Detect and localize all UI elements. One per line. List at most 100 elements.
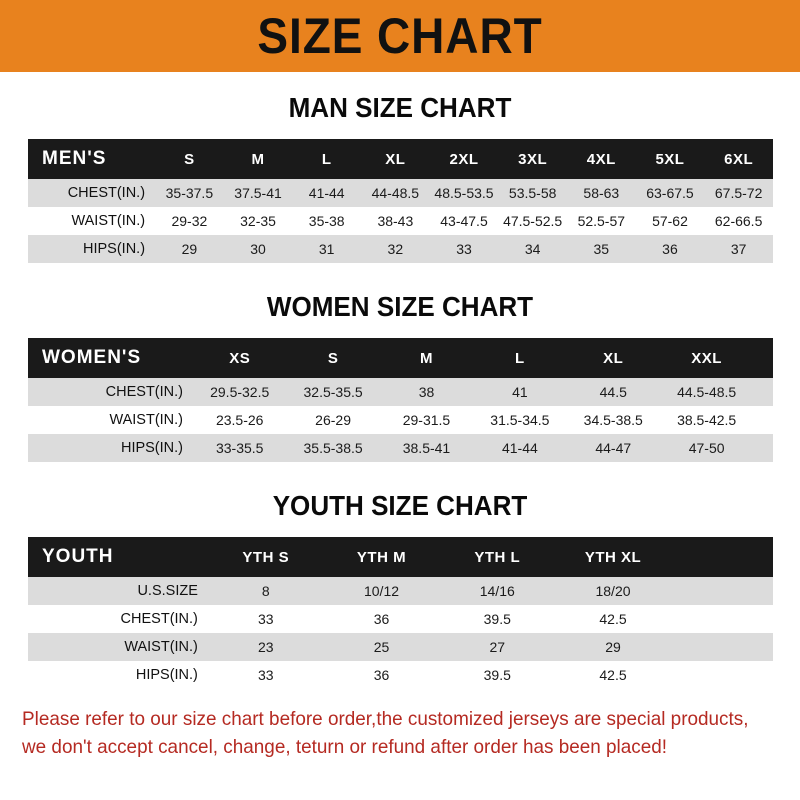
women-size-section: WOMEN SIZE CHART WOMEN'S XS S M L XL XXL CHES… [0, 293, 800, 462]
women-cell: 33-35.5 [193, 434, 287, 462]
men-cell: 62-66.5 [704, 207, 773, 235]
women-cell: 29.5-32.5 [193, 378, 287, 406]
women-cell-filler [753, 406, 773, 434]
women-cell-filler [753, 378, 773, 406]
youth-header-filler [670, 537, 773, 577]
footer-notice-line-2: we don't accept cancel, change, teturn o… [22, 736, 668, 759]
women-size-table: WOMEN'S XS S M L XL XXL CHEST(IN.) 29.5-32.5 32… [28, 338, 773, 462]
men-table-head: MEN'S S M L XL 2XL 3XL 4XL 5XL 6XL [28, 139, 773, 179]
women-cell: 23.5-26 [193, 406, 287, 434]
youth-row-label: HIPS(IN.) [28, 661, 208, 689]
men-cell: 35-37.5 [155, 179, 224, 207]
men-cell: 33 [429, 235, 499, 263]
youth-size-header-yth-xl: YTH XL [555, 537, 671, 577]
women-cell-filler [753, 434, 773, 462]
men-cell: 47.5-52.5 [498, 207, 567, 235]
women-cell: 31.5-34.5 [473, 406, 567, 434]
youth-cell: 25 [323, 633, 440, 661]
page-banner: SIZE CHART [0, 0, 800, 72]
youth-row-label: WAIST(IN.) [28, 633, 208, 661]
men-size-header-6xl: 6XL [704, 139, 773, 179]
youth-cell: 18/20 [555, 577, 671, 605]
youth-cell-filler [670, 605, 773, 633]
men-cell: 44-48.5 [361, 179, 430, 207]
women-cell: 41-44 [473, 434, 567, 462]
youth-cell: 23 [207, 633, 324, 661]
men-cell: 30 [223, 235, 293, 263]
women-table-head: WOMEN'S XS S M L XL XXL [28, 338, 773, 378]
men-size-header-3xl: 3XL [498, 139, 567, 179]
men-cell: 38-43 [361, 207, 430, 235]
men-cell: 32-35 [223, 207, 293, 235]
men-cell: 37 [704, 235, 773, 263]
women-cell: 47-50 [659, 434, 754, 462]
women-cell: 44.5 [566, 378, 660, 406]
women-cell: 44-47 [566, 434, 660, 462]
women-section-title: WOMEN SIZE CHART [266, 291, 534, 322]
youth-size-header-yth-m: YTH M [323, 537, 440, 577]
men-cell: 58-63 [566, 179, 636, 207]
men-row-label: CHEST(IN.) [28, 179, 156, 207]
youth-cell: 39.5 [439, 605, 556, 633]
youth-cell-filler [670, 577, 773, 605]
women-cell: 38.5-41 [379, 434, 474, 462]
women-size-header-xxl: XXL [659, 338, 754, 378]
women-cell: 35.5-38.5 [286, 434, 380, 462]
men-size-header-2xl: 2XL [429, 139, 499, 179]
women-size-header-m: M [379, 338, 474, 378]
women-table-row: CHEST(IN.) 29.5-32.5 32.5-35.5 38 41 44.5 44.5… [28, 378, 773, 406]
women-row-label: WAIST(IN.) [28, 406, 193, 434]
youth-row-label: CHEST(IN.) [28, 605, 208, 633]
men-cell: 29-32 [155, 207, 224, 235]
women-header-filler [753, 338, 773, 378]
men-size-header-l: L [292, 139, 362, 179]
women-cell: 32.5-35.5 [286, 378, 380, 406]
youth-section-title: YOUTH SIZE CHART [272, 490, 528, 521]
men-size-header-4xl: 4XL [566, 139, 636, 179]
women-cell: 29-31.5 [379, 406, 474, 434]
women-cell: 26-29 [286, 406, 380, 434]
youth-cell: 36 [323, 661, 440, 689]
men-section-title: MAN SIZE CHART [288, 92, 512, 123]
men-header-row: MEN'S S M L XL 2XL 3XL 4XL 5XL 6XL [28, 139, 773, 179]
women-row-header-label: WOMEN'S [28, 338, 193, 378]
youth-table-row: HIPS(IN.) 33 36 39.5 42.5 [28, 661, 773, 689]
youth-cell: 36 [323, 605, 440, 633]
men-row-header-label: MEN'S [28, 139, 156, 179]
men-cell: 48.5-53.5 [429, 179, 499, 207]
men-size-header-xl: XL [361, 139, 430, 179]
youth-cell: 39.5 [439, 661, 556, 689]
youth-row-header-label: YOUTH [28, 537, 208, 577]
men-cell: 29 [155, 235, 224, 263]
youth-cell-filler [670, 633, 773, 661]
men-table-body: CHEST(IN.) 35-37.5 37.5-41 41-44 44-48.5 48.5… [28, 179, 773, 263]
men-cell: 53.5-58 [498, 179, 567, 207]
youth-cell: 42.5 [555, 605, 671, 633]
youth-cell: 10/12 [323, 577, 440, 605]
youth-size-header-yth-s: YTH S [207, 537, 324, 577]
women-table-row: WAIST(IN.) 23.5-26 26-29 29-31.5 31.5-34.5 34… [28, 406, 773, 434]
women-size-header-xl: XL [566, 338, 660, 378]
men-cell: 67.5-72 [704, 179, 773, 207]
youth-table-row: U.S.SIZE 8 10/12 14/16 18/20 [28, 577, 773, 605]
youth-cell: 14/16 [439, 577, 556, 605]
youth-size-section: YOUTH SIZE CHART YOUTH YTH S YTH M YTH L YT… [0, 492, 800, 689]
men-cell: 35 [566, 235, 636, 263]
men-row-label: HIPS(IN.) [28, 235, 156, 263]
men-cell: 63-67.5 [635, 179, 705, 207]
youth-cell: 29 [555, 633, 671, 661]
youth-cell: 27 [439, 633, 556, 661]
youth-cell: 8 [207, 577, 324, 605]
men-cell: 35-38 [292, 207, 362, 235]
youth-size-table: YOUTH YTH S YTH M YTH L YTH XL U.S.SIZE 8 10/… [28, 537, 773, 689]
men-cell: 57-62 [635, 207, 705, 235]
youth-cell: 33 [207, 661, 324, 689]
women-size-header-s: S [286, 338, 380, 378]
youth-size-header-yth-l: YTH L [439, 537, 556, 577]
footer-notice: Please refer to our size chart before or… [0, 705, 800, 762]
women-header-row: WOMEN'S XS S M L XL XXL [28, 338, 773, 378]
men-row-label: WAIST(IN.) [28, 207, 156, 235]
women-cell: 34.5-38.5 [566, 406, 660, 434]
youth-cell: 42.5 [555, 661, 671, 689]
